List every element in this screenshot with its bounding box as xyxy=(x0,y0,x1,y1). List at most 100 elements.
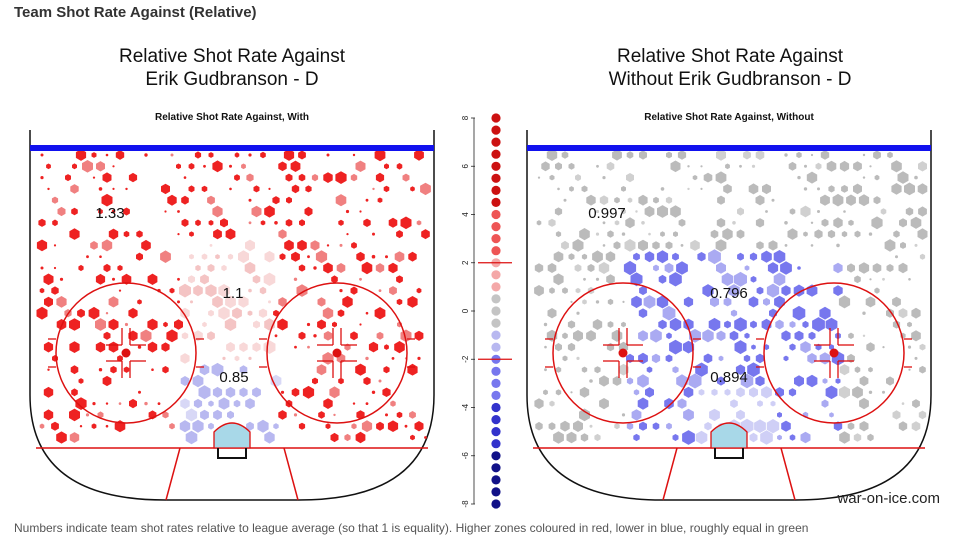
shot-hex xyxy=(653,264,659,272)
scale-swatch xyxy=(491,149,501,159)
shot-hex xyxy=(200,409,209,420)
shot-hex xyxy=(36,306,48,320)
shot-dot xyxy=(914,356,918,360)
shot-dot xyxy=(248,198,252,202)
shot-dot xyxy=(79,425,83,428)
shot-hex xyxy=(825,317,838,332)
shot-dot xyxy=(648,232,651,236)
shot-hex xyxy=(734,271,747,287)
shot-hex xyxy=(626,422,634,430)
shot-hex xyxy=(606,161,615,171)
shot-hex xyxy=(715,171,727,184)
shot-hex xyxy=(336,263,346,273)
shot-hex xyxy=(665,241,673,250)
shot-hex xyxy=(859,421,869,432)
shot-hex xyxy=(69,318,80,331)
shot-hex xyxy=(721,272,734,286)
shot-hex xyxy=(272,196,280,205)
scale-swatch xyxy=(491,499,501,509)
shot-hex xyxy=(918,410,927,420)
shot-hex xyxy=(748,296,759,308)
shot-dot xyxy=(229,164,232,168)
shot-hex xyxy=(656,250,669,264)
shot-hex xyxy=(298,173,306,182)
shot-hex xyxy=(350,286,358,295)
shot-dot xyxy=(365,311,369,315)
shot-hex xyxy=(897,171,909,184)
shot-hex xyxy=(128,307,138,319)
shot-hex xyxy=(853,183,862,195)
shot-hex xyxy=(561,151,569,159)
trapezoid-line xyxy=(662,447,678,501)
shot-hex xyxy=(709,408,720,422)
shot-hex xyxy=(180,398,190,409)
shot-dot xyxy=(99,255,102,258)
faceoff-dot xyxy=(121,348,131,358)
shot-hex xyxy=(768,240,778,251)
shot-hex xyxy=(263,272,276,286)
shot-hex xyxy=(749,387,758,398)
shot-hex xyxy=(388,217,398,228)
scale-swatch xyxy=(491,487,501,497)
shot-dot xyxy=(908,278,911,281)
shot-dot xyxy=(164,210,167,213)
rink-boards xyxy=(29,130,435,501)
shot-hex xyxy=(718,355,724,362)
shot-hex xyxy=(291,387,300,397)
shot-hex xyxy=(716,330,726,341)
shot-hex xyxy=(886,308,894,318)
shot-hex xyxy=(387,420,399,432)
shot-hex xyxy=(658,319,667,330)
shot-dot xyxy=(543,322,548,327)
shot-hex xyxy=(179,420,191,433)
shot-hex xyxy=(666,332,672,340)
shot-hex xyxy=(101,239,113,252)
shot-hex xyxy=(847,422,855,430)
shot-hex xyxy=(180,307,190,319)
shot-dot xyxy=(118,402,122,405)
shot-hex xyxy=(918,206,927,217)
shot-hex xyxy=(580,433,589,442)
shot-dot xyxy=(371,254,376,259)
shot-hex xyxy=(827,229,836,239)
shot-hex xyxy=(213,409,222,420)
shot-hex xyxy=(298,422,306,430)
shot-hex xyxy=(612,376,622,386)
shot-hex xyxy=(233,399,241,408)
shot-hex xyxy=(800,205,811,218)
shot-hex xyxy=(781,420,791,432)
zone-label: 0.85 xyxy=(219,369,248,386)
shot-hex xyxy=(238,296,249,308)
shot-hex xyxy=(633,389,640,396)
shot-hex xyxy=(96,161,105,172)
shot-hex xyxy=(162,411,169,419)
shot-hex xyxy=(166,329,178,343)
color-scale: 8 6 4 2 0 -2 -4 -6 -8 xyxy=(461,113,512,509)
shot-hex xyxy=(36,239,48,252)
shot-dot xyxy=(47,368,50,371)
shot-hex xyxy=(594,433,601,442)
shot-hex xyxy=(374,148,386,162)
shot-hex xyxy=(208,422,214,430)
shot-dot xyxy=(882,346,885,349)
shot-hex xyxy=(677,150,687,160)
shot-hex xyxy=(44,296,53,308)
shot-hex xyxy=(575,287,581,294)
shot-hex xyxy=(562,355,568,362)
shot-hex xyxy=(573,420,583,432)
goal-net xyxy=(714,448,744,459)
shot-hex xyxy=(708,317,721,332)
shot-hex xyxy=(704,422,712,431)
shot-hex xyxy=(110,366,117,374)
shot-hex xyxy=(253,185,260,193)
shot-hex xyxy=(396,163,403,170)
shot-hex xyxy=(568,162,575,170)
scale-swatch xyxy=(491,197,501,207)
shot-dot xyxy=(563,198,567,202)
shot-dot xyxy=(385,413,388,417)
shot-dot xyxy=(280,390,285,394)
shot-hex xyxy=(626,173,634,183)
shot-dot xyxy=(92,402,96,406)
shot-hex xyxy=(77,308,85,318)
shot-hex xyxy=(361,261,373,275)
